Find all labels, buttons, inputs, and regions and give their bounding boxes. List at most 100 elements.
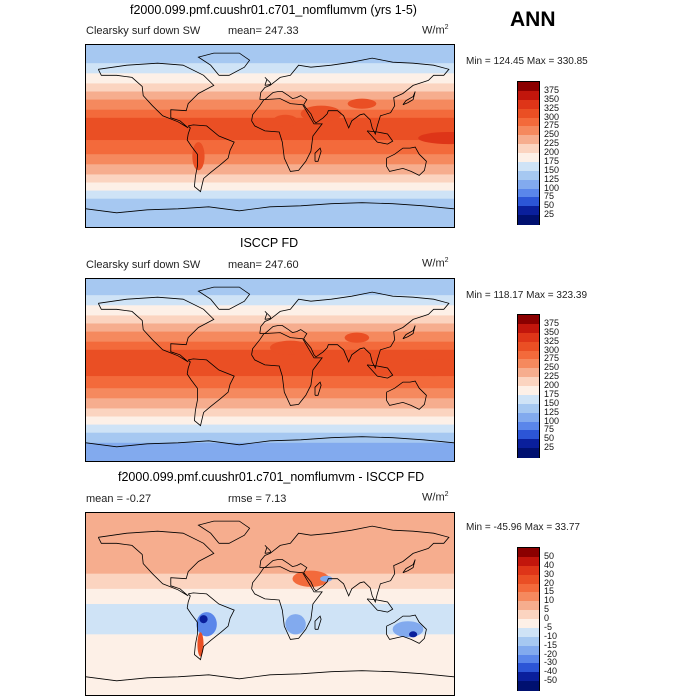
- lat-band-12: [86, 182, 454, 192]
- coastline-9: [264, 311, 272, 320]
- coastline-10: [314, 147, 322, 162]
- anomaly-region-1: [320, 575, 333, 582]
- colorbar-swatch: [518, 179, 539, 189]
- colorbar-swatch: [518, 368, 539, 378]
- colorbar-swatch: [518, 90, 539, 101]
- map-svg: [86, 513, 454, 695]
- lat-band-6: [86, 659, 454, 695]
- coastline-2: [251, 566, 323, 640]
- anomaly-region-5: [196, 612, 217, 637]
- lat-band-5: [86, 634, 454, 661]
- colorbar-tick-label: 250: [544, 129, 560, 140]
- lat-band-15: [86, 208, 454, 227]
- colorbar-tick-label: 75: [544, 191, 555, 202]
- colorbar-swatch: [518, 627, 539, 638]
- colorbar-swatch: [518, 215, 539, 225]
- colorbar-swatch: [518, 153, 539, 163]
- lat-band-1: [86, 295, 454, 306]
- anomaly-region-0: [344, 332, 370, 343]
- colorbar-tick-label: 100: [544, 415, 560, 426]
- colorbar-swatch: [518, 135, 539, 145]
- colorbar-tick-label: 30: [544, 568, 555, 579]
- colorbar-tick-label: 5: [544, 604, 550, 615]
- coastline-6: [86, 436, 454, 448]
- coastline-4: [386, 614, 427, 644]
- lat-band-0: [86, 279, 454, 296]
- panel1-minmax: Min = 124.45 Max = 330.85: [466, 56, 588, 67]
- lat-band-10: [86, 398, 454, 409]
- colorbar-swatch: [518, 601, 539, 611]
- anomaly-region-2: [372, 359, 454, 377]
- coastline-7: [366, 130, 394, 145]
- units-exponent: 2: [444, 24, 449, 31]
- colorbar-swatch: [518, 82, 539, 92]
- coastline-5: [197, 286, 251, 310]
- coastline-3: [259, 291, 450, 370]
- lat-band-6: [86, 341, 454, 351]
- colorbar-swatch: [518, 126, 539, 136]
- panel1-map: [85, 44, 455, 228]
- coastline-8: [402, 91, 416, 106]
- lat-band-14: [86, 198, 454, 210]
- colorbar-swatch: [518, 583, 539, 593]
- coastline-8: [402, 559, 416, 574]
- panel2-title: ISCCP FD: [240, 236, 299, 250]
- colorbar-tick-label: 175: [544, 388, 560, 399]
- colorbar-swatch: [518, 681, 539, 691]
- colorbar-swatch: [518, 448, 539, 458]
- colorbar-tick-label: -10: [544, 630, 558, 641]
- colorbar-tick-label: 350: [544, 93, 560, 104]
- colorbar-swatch: [518, 332, 539, 343]
- anomaly-region-1: [270, 340, 311, 355]
- colorbar-tick-label: 275: [544, 120, 560, 131]
- colorbar-swatch: [518, 377, 539, 387]
- lat-band-11: [86, 408, 454, 418]
- coastline-9: [264, 545, 272, 554]
- lat-band-4: [86, 323, 454, 333]
- colorbar-swatch: [518, 161, 539, 172]
- coastline-0: [97, 530, 215, 597]
- colorbar-tick-label: 325: [544, 335, 560, 346]
- colorbar-tick-label: 275: [544, 353, 560, 364]
- coastline-0: [97, 62, 215, 129]
- lat-band-14: [86, 432, 454, 444]
- coastline-5: [197, 52, 251, 76]
- colorbar-swatch: [518, 403, 539, 414]
- anomaly-region-7: [197, 632, 204, 657]
- panel2-mean: mean= 247.60: [228, 259, 299, 271]
- anomaly-region-2: [285, 614, 306, 635]
- colorbar-swatch: [518, 654, 539, 664]
- colorbar-tick-label: 225: [544, 371, 560, 382]
- lat-band-0: [86, 513, 454, 544]
- colorbar-swatch: [518, 663, 539, 673]
- colorbar-tick-label: 100: [544, 182, 560, 193]
- panel1-variable: Clearsky surf down SW: [86, 25, 201, 37]
- lat-band-5: [86, 331, 454, 343]
- panel2-variable: Clearsky surf down SW: [86, 259, 201, 271]
- colorbar-tick-label: -50: [544, 675, 558, 686]
- coastline-2: [251, 332, 323, 406]
- colorbar-tick-label: -15: [544, 639, 558, 650]
- colorbar-swatch: [518, 636, 539, 647]
- coastline-0: [97, 296, 215, 363]
- colorbar-tick-label: 15: [544, 586, 555, 597]
- anomaly-region-3: [392, 621, 424, 638]
- colorbar-tick-label: 300: [544, 111, 560, 122]
- colorbar-tick-label: -20: [544, 648, 558, 659]
- colorbar-tick-label: 200: [544, 147, 560, 157]
- panel1-mean: mean= 247.33: [228, 25, 299, 37]
- colorbar-swatch: [518, 672, 539, 682]
- colorbar-tick-label: 50: [544, 433, 555, 444]
- colorbar-tick-label: 25: [544, 442, 555, 453]
- lat-band-10: [86, 164, 454, 175]
- colorbar-tick-label: 25: [544, 209, 555, 220]
- lat-band-3: [86, 588, 454, 605]
- colorbar-swatch: [518, 341, 539, 351]
- colorbar-tick-label: 375: [544, 84, 560, 95]
- colorbar-swatch: [518, 108, 539, 118]
- lat-band-11: [86, 174, 454, 184]
- panel1-units: W/m2: [422, 24, 449, 37]
- colorbar-tick-label: -30: [544, 657, 558, 668]
- colorbar-tick-label: 40: [544, 559, 555, 570]
- colorbar-tick-label: 225: [544, 138, 560, 149]
